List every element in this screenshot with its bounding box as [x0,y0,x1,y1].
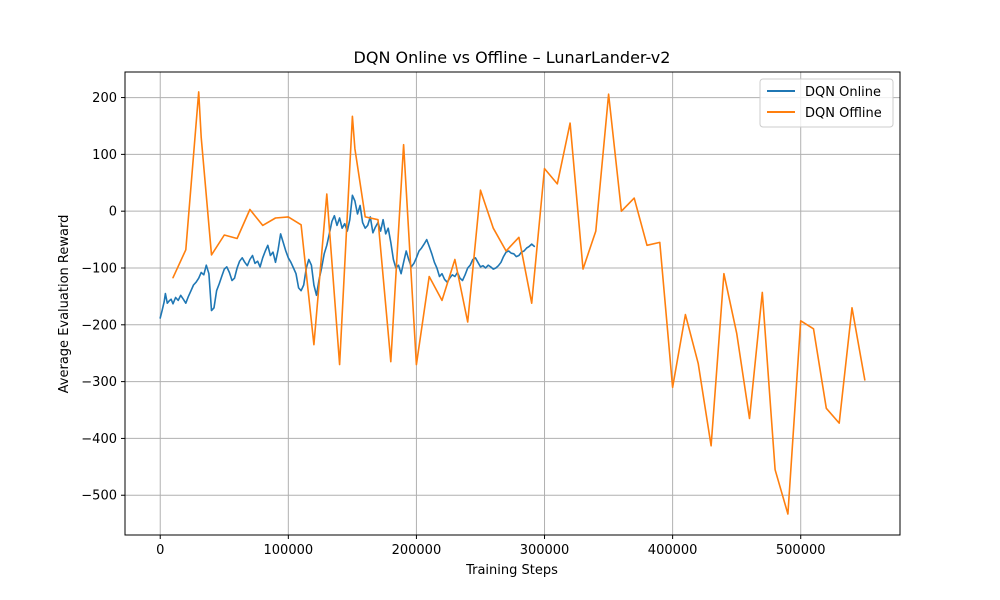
grid [125,72,900,535]
x-tick-label: 100000 [264,543,314,558]
y-tick-label: −500 [81,489,117,504]
legend: DQN Online DQN Offline [759,78,894,128]
legend-label-online: DQN Online [805,85,881,100]
x-axis-label: Training Steps [465,563,558,578]
series-layer [159,91,866,515]
y-tick-label: 200 [92,91,117,106]
y-tick-label: 100 [92,148,117,163]
y-tick-label: −400 [81,432,117,447]
y-tick-label: −100 [81,261,117,276]
series-line-dqn-offline [172,91,866,515]
x-tick-label: 200000 [392,543,442,558]
y-tick-label: 0 [109,205,117,220]
x-tick-label: 500000 [776,543,826,558]
x-tick-label: 300000 [520,543,570,558]
y-tick-label: −300 [81,375,117,390]
y-tick-label: −200 [81,318,117,333]
x-tick-label: 400000 [648,543,698,558]
chart-title: DQN Online vs Offline – LunarLander-v2 [354,48,671,67]
plot-frame [124,71,901,536]
y-axis-label: Average Evaluation Reward [57,215,72,394]
ticks: 0 100000 200000 300000 400000 500000 −500 −400 −… [81,91,825,558]
series-line-dqn-online [159,194,536,319]
legend-label-offline: DQN Offline [805,106,882,121]
x-tick-label: 0 [156,543,164,558]
